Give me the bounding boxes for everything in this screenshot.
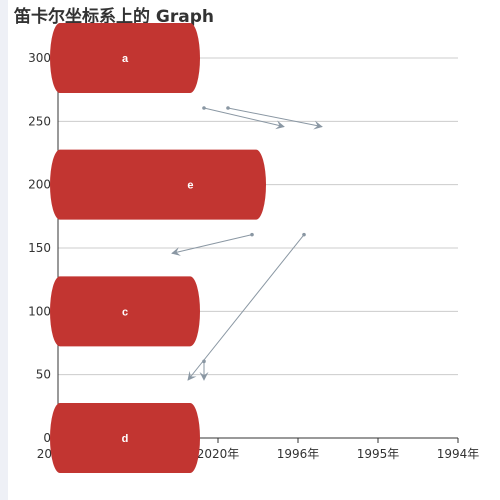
graph-node: e (50, 149, 266, 220)
y-tick-label: 250 (28, 114, 51, 128)
y-tick-label: 150 (28, 241, 51, 255)
link-start-dot (250, 232, 254, 237)
link-start-dot (302, 232, 306, 237)
y-tick-label: 200 (28, 178, 51, 192)
x-tick-label: 1996年 (277, 447, 320, 461)
graph-nodes: a e c d (50, 23, 266, 473)
graph-node: d (50, 403, 200, 473)
node-label: c (122, 306, 128, 318)
x-tick-label: 1995年 (357, 447, 400, 461)
left-edge-strip (0, 0, 8, 500)
x-tick-label: 1994年 (437, 447, 480, 461)
axes: 0501001502002503002020年2020年2020年1996年19… (28, 38, 479, 461)
graph-link (203, 107, 285, 130)
link-start-dot (202, 106, 206, 110)
node-label: d (122, 433, 129, 445)
graph-link (227, 107, 323, 130)
chart-title: 笛卡尔坐标系上的 Graph (14, 7, 214, 27)
graph-links (171, 106, 323, 381)
y-tick-label: 0 (43, 431, 51, 445)
graph-node: a (50, 23, 200, 93)
graph-link (171, 234, 253, 256)
graph-node: c (50, 276, 200, 347)
y-tick-label: 300 (28, 51, 51, 65)
node-label: a (122, 53, 129, 65)
link-start-dot (202, 359, 206, 364)
node-label: e (187, 180, 193, 192)
y-tick-label: 100 (28, 304, 51, 318)
graph-link (187, 234, 305, 381)
link-start-dot (226, 106, 230, 110)
y-tick-label: 50 (36, 368, 51, 382)
x-tick-label: 2020年 (197, 447, 240, 461)
